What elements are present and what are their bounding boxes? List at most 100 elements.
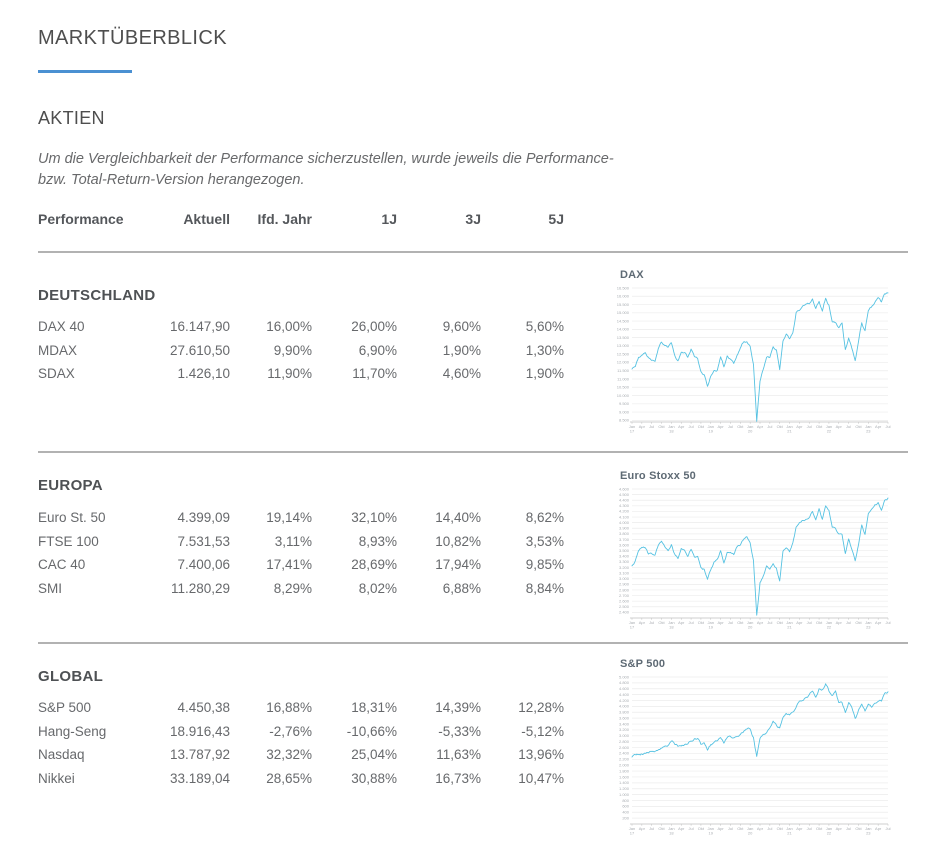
value-ytd: 32,32% xyxy=(266,747,312,763)
x-tick-label: Apr xyxy=(836,826,843,831)
x-tick-label: Jul xyxy=(885,620,890,625)
value-5j: 5,60% xyxy=(525,319,564,335)
value-5j: 8,62% xyxy=(525,510,564,526)
x-tick-label: Okt xyxy=(737,424,744,429)
y-tick-label: 15.500 xyxy=(617,302,630,307)
line-chart-svg: 2004006008001.0001.2001.4001.6001.8002.0… xyxy=(619,674,891,836)
chart-euro-stoxx-50: Euro Stoxx 50 2.400 2.500 2.600 2.700 2.800 2… xyxy=(608,470,908,631)
value-ytd: 19,14% xyxy=(266,510,312,526)
y-tick-label: 2.800 xyxy=(619,587,630,592)
x-tick-label: Apr xyxy=(875,620,882,625)
value-ytd: 9,90% xyxy=(273,342,312,358)
y-tick-label: 3.400 xyxy=(619,721,630,726)
y-tick-label: 12.000 xyxy=(617,360,630,365)
chart-title-sp-500: S&P 500 xyxy=(620,658,666,670)
y-tick-label: 4.200 xyxy=(619,509,630,514)
x-tick-label: Apr xyxy=(717,826,724,831)
x-tick-label: Apr xyxy=(757,424,764,429)
y-tick-label: 3.600 xyxy=(619,542,630,547)
x-tick-label: Jan 23 xyxy=(865,620,871,630)
value-5j: 3,53% xyxy=(525,533,564,549)
y-tick-label: 1.800 xyxy=(619,768,630,773)
y-tick-label: 200 xyxy=(622,815,629,820)
y-tick-label: 14.500 xyxy=(617,318,630,323)
index-label: CAC 40 xyxy=(38,557,86,573)
x-tick-label: Jan 23 xyxy=(865,826,871,836)
col-3j: 3J xyxy=(465,211,481,227)
y-tick-label: 5.000 xyxy=(619,674,630,679)
x-tick-label: Okt xyxy=(698,620,705,625)
title-accent-underline xyxy=(38,70,132,73)
y-tick-label: 4.000 xyxy=(619,520,630,525)
value-3j: 1,90% xyxy=(442,342,481,358)
x-tick-label: Jan 17 xyxy=(629,424,635,434)
x-tick-label: Okt xyxy=(658,424,665,429)
value-5j: 1,30% xyxy=(525,342,564,358)
x-tick-label: Apr xyxy=(717,620,724,625)
table-row: FTSE 100 7.531,53 3,11% 8,93% 10,82% 3,53% xyxy=(38,530,564,554)
x-tick-label: Okt xyxy=(777,620,784,625)
y-tick-label: 3.000 xyxy=(619,576,630,581)
table-row: Nasdaq 13.787,92 32,32% 25,04% 11,63% 13,96% xyxy=(38,743,564,767)
value-5j: 10,47% xyxy=(518,771,564,787)
value-1j: 11,70% xyxy=(352,366,397,382)
y-tick-label: 4.800 xyxy=(619,680,630,685)
value-5j: -5,12% xyxy=(521,723,564,739)
y-tick-label: 8.500 xyxy=(619,418,630,423)
divider xyxy=(38,451,908,453)
x-tick-label: Jul xyxy=(689,424,694,429)
y-tick-label: 3.900 xyxy=(619,526,630,531)
x-tick-label: Jul xyxy=(689,826,694,831)
disclaimer-line-1: Um die Vergleichbarkeit der Performance … xyxy=(38,151,614,167)
value-3j: 6,88% xyxy=(442,581,481,597)
value-3j: -5,33% xyxy=(438,723,481,739)
x-tick-label: Okt xyxy=(658,620,665,625)
x-tick-label: Jul xyxy=(807,826,812,831)
x-tick-label: Okt xyxy=(658,826,665,831)
value-1j: 8,93% xyxy=(358,533,397,549)
x-tick-label: Jul xyxy=(846,424,851,429)
y-tick-label: 3.800 xyxy=(619,710,630,715)
x-tick-label: Okt xyxy=(777,424,784,429)
y-tick-label: 800 xyxy=(622,798,629,803)
y-tick-label: 4.600 xyxy=(619,486,630,491)
y-tick-label: 3.000 xyxy=(619,733,630,738)
table-row: SDAX 1.426,10 11,90% 11,70% 4,60% 1,90% xyxy=(38,362,564,386)
y-tick-label: 2.500 xyxy=(619,604,630,609)
y-tick-label: 2.200 xyxy=(619,757,630,762)
table-row: DAX 40 16.147,90 16,00% 26,00% 9,60% 5,60% xyxy=(38,315,564,339)
value-1j: 30,88% xyxy=(351,771,397,787)
group-heading-deutschland: DEUTSCHLAND xyxy=(38,287,156,304)
x-tick-label: Jan 22 xyxy=(826,424,832,434)
col-1j: 1J xyxy=(381,211,397,227)
y-tick-label: 3.300 xyxy=(619,559,630,564)
index-label: Hang-Seng xyxy=(38,723,107,739)
chart-dax: DAX 8.500 9.000 9.500 10.000 10.500 11.000 11.… xyxy=(608,269,908,435)
x-tick-label: Jul xyxy=(807,620,812,625)
index-label: DAX 40 xyxy=(38,319,85,335)
y-tick-label: 2.600 xyxy=(619,745,630,750)
table-row: S&P 500 4.450,38 16,88% 18,31% 14,39% 12,28% xyxy=(38,696,564,720)
y-tick-label: 4.400 xyxy=(619,498,630,503)
value-aktuell: 7.400,06 xyxy=(177,557,230,573)
col-ifd-jahr: Ifd. Jahr xyxy=(257,211,312,227)
value-3j: 10,82% xyxy=(435,533,481,549)
y-tick-label: 2.600 xyxy=(619,598,630,603)
y-tick-label: 2.000 xyxy=(619,763,630,768)
x-tick-label: Jul xyxy=(846,826,851,831)
x-tick-label: Apr xyxy=(796,826,803,831)
x-tick-label: Jan 20 xyxy=(747,620,753,630)
x-tick-label: Jan 23 xyxy=(865,424,871,434)
x-tick-label: Jul xyxy=(728,620,733,625)
col-aktuell: Aktuell xyxy=(183,211,230,227)
x-tick-label: Jan 17 xyxy=(629,620,635,630)
x-tick-label: Jan 21 xyxy=(786,620,792,630)
x-tick-label: Jan 22 xyxy=(826,826,832,836)
value-ytd: 17,41% xyxy=(266,557,312,573)
y-tick-label: 16.000 xyxy=(617,294,630,299)
x-tick-label: Apr xyxy=(796,620,803,625)
y-tick-label: 2.400 xyxy=(619,751,630,756)
y-tick-label: 2.900 xyxy=(619,582,630,587)
chart-plot-euro-stoxx-50: 2.400 2.500 2.600 2.700 2.800 2.900 3.000 3.100… xyxy=(608,486,908,631)
x-tick-label: Apr xyxy=(678,620,685,625)
